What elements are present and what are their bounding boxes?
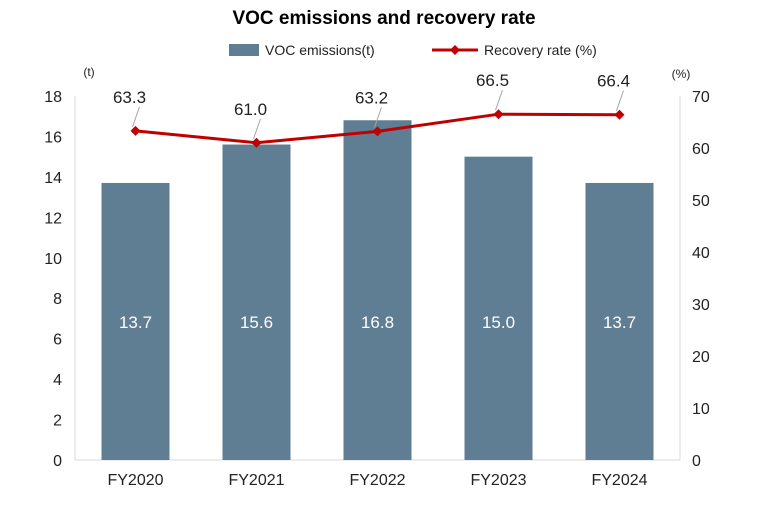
line-point-marker <box>614 109 625 120</box>
line-point-marker <box>372 126 383 137</box>
bar-value-label: 15.0 <box>482 313 515 332</box>
line-value-label: 66.4 <box>597 72 630 91</box>
line-value-label: 63.3 <box>113 88 146 107</box>
right-tick-label: 40 <box>692 245 710 262</box>
right-tick-label: 10 <box>692 401 710 418</box>
bar-value-label: 16.8 <box>361 313 394 332</box>
legend-line-marker <box>450 45 460 55</box>
left-axis-unit: (t) <box>83 65 94 79</box>
left-tick-label: 14 <box>44 170 62 187</box>
bar-value-label: 13.7 <box>119 313 152 332</box>
x-axis-tick-labels: FY2020 FY2021 FY2022 FY2023 FY2024 <box>107 472 647 489</box>
left-tick-label: 6 <box>53 332 62 349</box>
left-tick-label: 12 <box>44 210 62 227</box>
bar-series <box>101 120 654 461</box>
right-tick-label: 30 <box>692 297 710 314</box>
right-tick-label: 60 <box>692 141 710 158</box>
bar <box>101 182 170 460</box>
bar-data-labels: 13.7 15.6 16.8 15.0 13.7 <box>119 313 636 332</box>
right-tick-label: 50 <box>692 193 710 210</box>
label-leader-line <box>374 107 382 128</box>
bar <box>222 144 291 461</box>
left-tick-label: 2 <box>53 413 62 430</box>
line-value-label: 61.0 <box>234 100 267 119</box>
label-leader-line <box>616 90 624 111</box>
bar <box>585 182 654 460</box>
line-point-marker <box>130 125 141 136</box>
bar <box>464 156 533 460</box>
chart-title: VOC emissions and recovery rate <box>232 8 535 29</box>
left-tick-label: 4 <box>53 372 62 389</box>
left-tick-label: 18 <box>44 89 62 106</box>
x-tick-label: FY2022 <box>349 472 405 489</box>
bar-value-label: 13.7 <box>603 313 636 332</box>
line-point-marker <box>251 137 262 148</box>
x-tick-label: FY2021 <box>228 472 284 489</box>
legend-line-label: Recovery rate (%) <box>484 42 597 58</box>
line-value-label: 63.2 <box>355 88 388 107</box>
bar-value-label: 15.6 <box>240 313 273 332</box>
left-tick-label: 16 <box>44 129 62 146</box>
right-axis-unit: (%) <box>672 67 691 81</box>
x-tick-label: FY2023 <box>470 472 526 489</box>
legend-bar-swatch <box>229 44 259 56</box>
left-tick-label: 0 <box>53 453 62 470</box>
bar <box>343 120 412 461</box>
left-axis-ticks: 0 2 4 6 8 10 12 14 16 18 <box>44 89 62 470</box>
line-value-label: 66.5 <box>476 71 509 90</box>
line-data-labels: 63.3 61.0 63.2 66.5 66.4 <box>113 71 630 139</box>
right-axis-ticks: 0 10 20 30 40 50 60 70 <box>692 89 710 470</box>
left-tick-label: 10 <box>44 251 62 268</box>
label-leader-line <box>495 90 503 111</box>
line-point-marker <box>493 109 504 120</box>
line-series <box>130 109 625 148</box>
right-tick-label: 20 <box>692 349 710 366</box>
x-tick-label: FY2020 <box>107 472 163 489</box>
right-tick-label: 0 <box>692 453 701 470</box>
right-tick-label: 70 <box>692 89 710 106</box>
label-leader-line <box>253 118 261 139</box>
label-leader-line <box>132 106 140 128</box>
legend: VOC emissions(t) Recovery rate (%) <box>229 42 597 58</box>
left-tick-label: 8 <box>53 291 62 308</box>
legend-bar-label: VOC emissions(t) <box>265 42 375 58</box>
x-tick-label: FY2024 <box>591 472 647 489</box>
